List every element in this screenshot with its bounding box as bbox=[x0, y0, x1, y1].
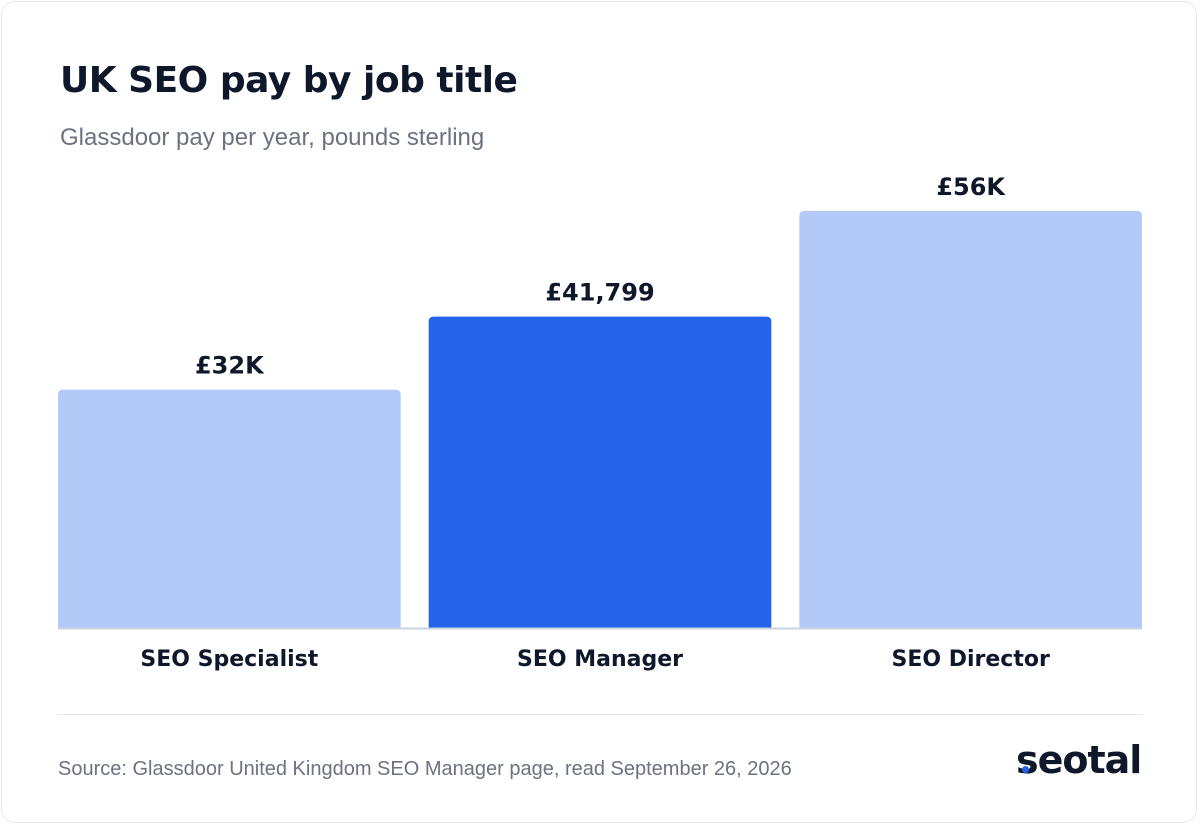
bar-seo-director bbox=[799, 210, 1142, 628]
seotal-logo: seotal bbox=[1016, 736, 1142, 784]
footer-divider bbox=[58, 714, 1142, 715]
logo-text: seotal bbox=[1016, 738, 1142, 782]
data-label-seo-specialist: £32K bbox=[195, 352, 265, 380]
chart-subtitle: Glassdoor pay per year, pounds sterling bbox=[60, 124, 485, 151]
category-label-seo-manager: SEO Manager bbox=[517, 647, 683, 672]
chart-title: UK SEO pay by job title bbox=[60, 60, 518, 101]
category-label-seo-specialist: SEO Specialist bbox=[140, 647, 318, 672]
bar-seo-manager bbox=[428, 316, 772, 628]
data-label-seo-director: £56K bbox=[936, 173, 1006, 201]
data-label-seo-manager: £41,799 bbox=[545, 279, 654, 307]
category-label-seo-director: SEO Director bbox=[891, 647, 1049, 672]
bar-seo-specialist bbox=[58, 389, 401, 628]
source-note: Source: Glassdoor United Kingdom SEO Man… bbox=[58, 758, 792, 780]
bar-chart: £32K SEO Specialist £41,799 SEO Manager £56K… bbox=[58, 173, 1142, 672]
logo-dot-icon bbox=[1022, 766, 1029, 773]
